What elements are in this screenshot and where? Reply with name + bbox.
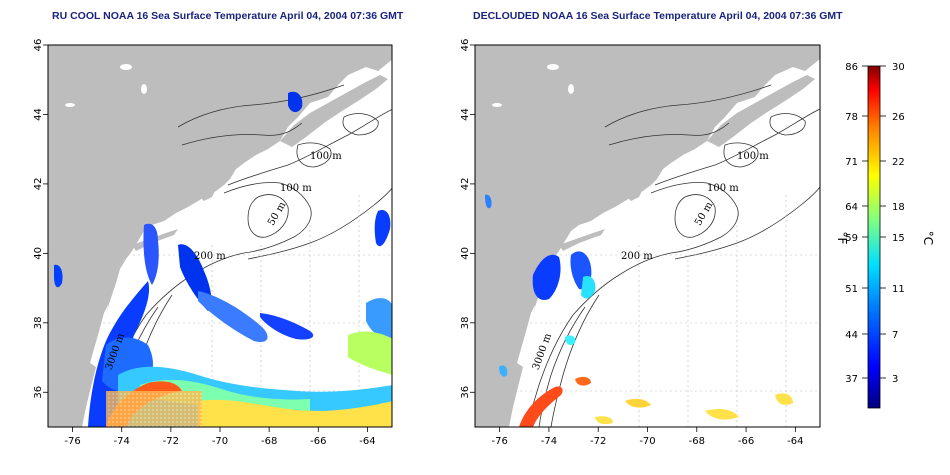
left-lat-tick-label: 42 xyxy=(33,178,44,191)
left-contour-label-100-a: 100 m xyxy=(310,151,342,162)
right-lon-tick-label: -74 xyxy=(541,436,557,447)
right-lon-tick-label: -76 xyxy=(491,436,507,447)
right-lon-tick-label: -72 xyxy=(590,436,606,447)
right-map-title: DECLOUDED NOAA 16 Sea Surface Temperatur… xyxy=(473,10,843,22)
colorbar-ticks: 86 78 71 64 59 51 44 37 30 26 22 18 15 11 7 3 xyxy=(845,62,904,385)
left-contour-label-200: 200 m xyxy=(194,251,226,262)
right-contour-label-100-a: 100 m xyxy=(737,151,769,162)
left-lat-tick-label: 38 xyxy=(33,316,44,329)
left-lat-tick-label: 46 xyxy=(33,39,44,52)
left-sst-swath xyxy=(54,91,392,427)
left-lon-tick-label: -76 xyxy=(64,436,80,447)
right-sst-patches xyxy=(485,194,793,427)
right-lon-tick-label: -66 xyxy=(738,436,754,447)
left-lat-tick-label: 36 xyxy=(33,386,44,399)
left-map-axes: -76 -74 -72 -70 -68 -66 -64 36 38 40 42 44 46 xyxy=(33,39,376,447)
left-lon-tick-label: -64 xyxy=(359,436,375,447)
colorbar-f-tick-label: 44 xyxy=(845,330,858,341)
right-lat-tick-label: 36 xyxy=(460,386,471,399)
left-lat-tick-label: 44 xyxy=(33,108,44,121)
right-map-axes: -76 -74 -72 -70 -68 -66 -64 36 38 40 42 44 46 xyxy=(460,39,804,447)
colorbar-c-tick-label: 15 xyxy=(892,233,905,244)
colorbar-c-tick-label: 3 xyxy=(892,374,898,385)
right-lon-tick-label: -68 xyxy=(689,436,705,447)
right-lat-tick-label: 42 xyxy=(460,178,471,191)
colorbar-f-tick-label: 71 xyxy=(845,157,858,168)
colorbar-f-tick-label: 51 xyxy=(845,284,858,295)
left-map-base: 100 m 100 m 50 m 200 m 3000 m xyxy=(48,45,392,427)
left-lon-tick-label: -66 xyxy=(310,436,326,447)
colorbar-f-tick-label: 37 xyxy=(845,374,858,385)
colorbar-unit-fahrenheit: °F xyxy=(835,232,849,245)
colorbar-f-tick-label: 86 xyxy=(845,62,858,73)
left-map-title: RU COOL NOAA 16 Sea Surface Temperature … xyxy=(52,10,404,22)
right-lat-tick-label: 40 xyxy=(460,247,471,260)
colorbar: 86 78 71 64 59 51 44 37 30 26 22 18 15 11 7 3 °F °C xyxy=(835,62,935,409)
colorbar-c-tick-label: 22 xyxy=(892,157,905,168)
colorbar-f-tick-label: 59 xyxy=(845,233,858,244)
left-lon-tick-label: -68 xyxy=(261,436,277,447)
right-contour-label-100-b: 100 m xyxy=(707,183,739,194)
right-map-base: 100 m 100 m 50 m 200 m 3000 m xyxy=(475,45,820,427)
left-map-panel: 100 m 100 m 50 m 200 m 3000 m xyxy=(47,44,393,428)
right-lat-tick-label: 44 xyxy=(460,108,471,121)
left-contour-label-100-b: 100 m xyxy=(280,183,312,194)
colorbar-unit-celsius: °C xyxy=(921,231,935,245)
colorbar-gradient xyxy=(867,65,881,409)
right-lat-tick-label: 46 xyxy=(460,39,471,52)
right-contour-label-200: 200 m xyxy=(621,251,653,262)
colorbar-c-tick-label: 26 xyxy=(892,112,905,123)
left-lon-tick-label: -74 xyxy=(114,436,130,447)
colorbar-c-tick-label: 18 xyxy=(892,202,905,213)
left-lat-tick-label: 40 xyxy=(33,247,44,260)
colorbar-f-tick-label: 64 xyxy=(845,202,858,213)
right-lon-tick-label: -70 xyxy=(639,436,655,447)
left-lon-tick-label: -72 xyxy=(163,436,179,447)
right-lat-tick-label: 38 xyxy=(460,316,471,329)
right-map-panel: 100 m 100 m 50 m 200 m 3000 m xyxy=(474,44,821,428)
right-lon-tick-label: -64 xyxy=(787,436,803,447)
colorbar-c-tick-label: 11 xyxy=(892,284,905,295)
colorbar-c-tick-label: 30 xyxy=(892,62,905,73)
colorbar-c-tick-label: 7 xyxy=(892,330,898,341)
left-lon-tick-label: -70 xyxy=(212,436,228,447)
colorbar-f-tick-label: 78 xyxy=(845,112,858,123)
